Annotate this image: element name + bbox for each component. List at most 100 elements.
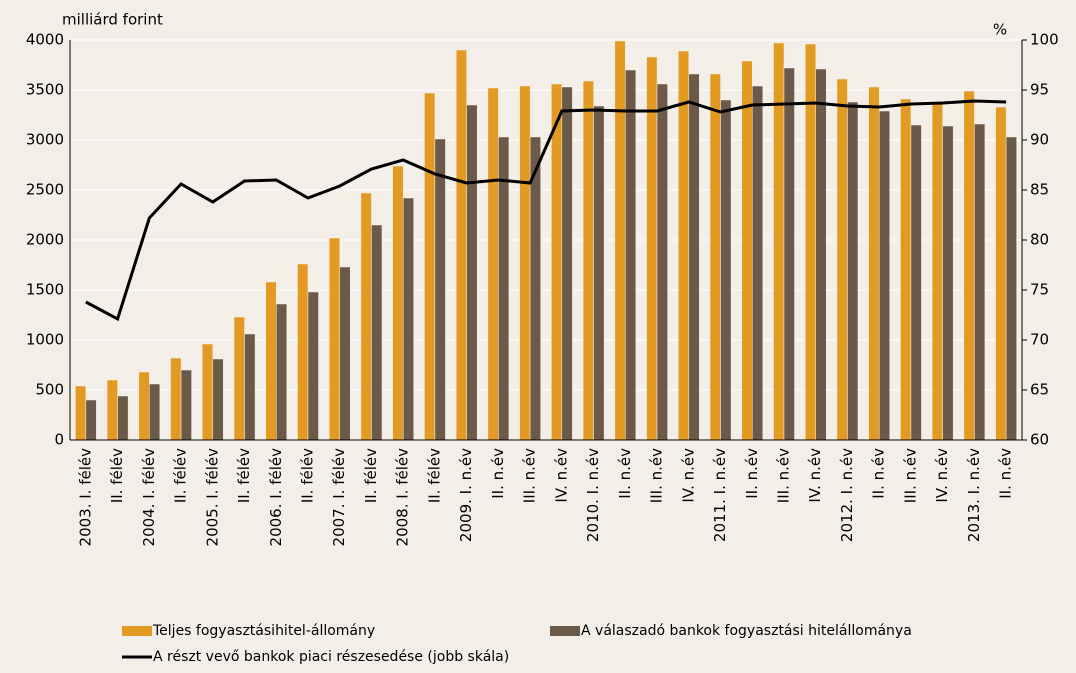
x-tick-label: 2009. I. n.év <box>457 448 475 542</box>
x-tick-label: II. n.év <box>489 448 507 499</box>
x-tick-label: III. n.év <box>521 448 539 503</box>
legend-label: A részt vevő bankok piaci részesedése (j… <box>153 649 509 665</box>
bar <box>85 399 97 441</box>
x-tick-label: III. n.év <box>901 448 919 503</box>
bar <box>244 333 256 441</box>
y2-tick-label: 75 <box>1030 281 1049 299</box>
x-tick-label: II. n.év <box>870 448 888 499</box>
bar <box>868 86 880 441</box>
bar <box>392 165 404 441</box>
x-tick-label: 2008. I. félév <box>394 448 412 547</box>
bar <box>709 73 721 441</box>
bar <box>551 83 563 441</box>
y2-tick-label: 70 <box>1030 331 1049 349</box>
bar <box>265 281 277 441</box>
y-tick-label: 2500 <box>26 181 64 199</box>
y2-axis-label: % <box>993 21 1007 39</box>
bar <box>360 192 372 441</box>
bar <box>974 123 986 441</box>
bar <box>519 85 531 441</box>
x-tick-label: 2011. I. n.év <box>711 448 729 542</box>
bar <box>106 379 118 441</box>
bar <box>910 124 922 441</box>
bar <box>297 263 309 441</box>
bar <box>212 358 224 441</box>
x-tick-label: 2006. I. félév <box>267 448 285 547</box>
y-tick-label: 1000 <box>26 331 64 349</box>
bar <box>75 385 87 441</box>
bar <box>783 67 795 441</box>
bar <box>847 101 859 441</box>
bar <box>466 104 478 441</box>
x-tick-label: II. n.év <box>616 448 634 499</box>
x-tick-label: II. félév <box>172 448 190 503</box>
bar <box>593 105 605 441</box>
x-tick-label: IV. n.év <box>679 448 697 503</box>
y-tick-label: 3500 <box>26 81 64 99</box>
y-tick-label: 4000 <box>26 31 64 49</box>
x-tick-label: 2003. I. félév <box>76 448 94 547</box>
legend-label: A válaszadó bankok fogyasztási hitelállo… <box>581 623 912 639</box>
bar <box>561 86 573 441</box>
x-tick-label: II. félév <box>425 448 443 503</box>
x-tick-label: 2012. I. n.év <box>838 448 856 542</box>
bar <box>582 80 594 441</box>
x-tick-label: 2007. I. félév <box>330 448 348 547</box>
x-tick-label: IV. n.év <box>933 448 951 503</box>
y-tick-label: 2000 <box>26 231 64 249</box>
x-tick-label: II. félév <box>299 448 317 503</box>
x-tick-label: II. n.év <box>997 448 1015 499</box>
bar <box>328 237 340 441</box>
y-axis-label: milliárd forint <box>62 11 163 29</box>
bar <box>307 291 319 441</box>
bar <box>276 303 288 441</box>
bar <box>741 60 753 441</box>
bar <box>688 73 700 441</box>
bar <box>995 106 1007 441</box>
x-tick-label: 2005. I. félév <box>203 448 221 547</box>
bar <box>339 266 351 441</box>
x-tick-label: II. félév <box>108 448 126 503</box>
bar <box>720 99 732 441</box>
line <box>85 99 1007 322</box>
bar <box>656 83 668 441</box>
x-tick-label: II. félév <box>235 448 253 503</box>
bar <box>117 395 129 441</box>
y-tick-label: 1500 <box>26 281 64 299</box>
bar <box>170 357 182 441</box>
y2-tick-label: 90 <box>1030 131 1049 149</box>
bar <box>202 343 214 441</box>
legend-swatch <box>122 626 152 636</box>
bar <box>878 110 890 441</box>
bar <box>646 56 658 441</box>
y-tick-label: 0 <box>54 431 64 449</box>
bar <box>942 125 954 441</box>
bar <box>836 78 848 441</box>
y-tick-label: 3000 <box>26 131 64 149</box>
legend-swatch <box>550 626 580 636</box>
x-tick-label: IV. n.év <box>552 448 570 503</box>
legend: Teljes fogyasztásihitel-állomány A válasz… <box>122 623 912 665</box>
y2-tick-label: 100 <box>1030 31 1059 49</box>
bar <box>815 68 827 441</box>
bar <box>752 85 764 441</box>
bar <box>963 90 975 441</box>
bar <box>138 371 150 441</box>
bar <box>931 101 943 441</box>
x-tick-label: III. n.év <box>775 448 793 503</box>
bar <box>1005 136 1017 441</box>
bar <box>625 69 637 441</box>
bar <box>434 138 446 441</box>
y2-tick-label: 60 <box>1030 431 1049 449</box>
bar <box>233 316 245 441</box>
bar <box>149 383 161 441</box>
legend-label: Teljes fogyasztásihitel-állomány <box>152 623 375 639</box>
y-tick-label: 500 <box>35 381 64 399</box>
y2-tick-label: 65 <box>1030 381 1049 399</box>
bar <box>498 136 510 441</box>
y2-tick-label: 80 <box>1030 231 1049 249</box>
bar <box>455 49 467 441</box>
bar <box>678 50 690 441</box>
bar <box>614 40 626 441</box>
